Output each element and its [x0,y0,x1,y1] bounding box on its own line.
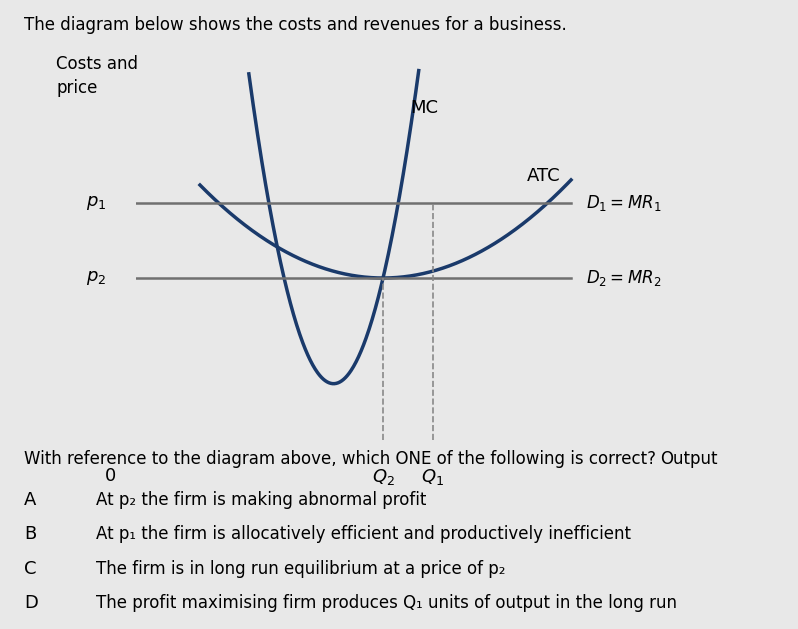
Text: The firm is in long run equilibrium at a price of p₂: The firm is in long run equilibrium at a… [96,560,505,578]
Text: MC: MC [410,99,438,117]
Text: D: D [24,594,38,613]
Text: $p_2$: $p_2$ [85,269,106,287]
Text: ATC: ATC [527,167,560,185]
Text: C: C [24,560,37,578]
Text: $D_1 = MR_1$: $D_1 = MR_1$ [586,192,662,213]
Text: $Q_2$: $Q_2$ [372,467,394,487]
Text: A: A [24,491,37,509]
Text: The diagram below shows the costs and revenues for a business.: The diagram below shows the costs and re… [24,16,567,34]
Text: With reference to the diagram above, which ONE of the following is correct?: With reference to the diagram above, whi… [24,450,656,468]
Text: 0: 0 [105,467,117,485]
Text: $p_1$: $p_1$ [85,194,106,211]
Text: B: B [24,525,36,543]
Text: At p₁ the firm is allocatively efficient and productively inefficient: At p₁ the firm is allocatively efficient… [96,525,630,543]
Text: $Q_1$: $Q_1$ [421,467,444,487]
Text: The profit maximising firm produces Q₁ units of output in the long run: The profit maximising firm produces Q₁ u… [96,594,677,613]
Text: Output: Output [660,450,717,468]
Text: At p₂ the firm is making abnormal profit: At p₂ the firm is making abnormal profit [96,491,426,509]
Text: Costs and
price: Costs and price [57,55,139,97]
Text: $D_2 = MR_2$: $D_2 = MR_2$ [586,268,662,288]
